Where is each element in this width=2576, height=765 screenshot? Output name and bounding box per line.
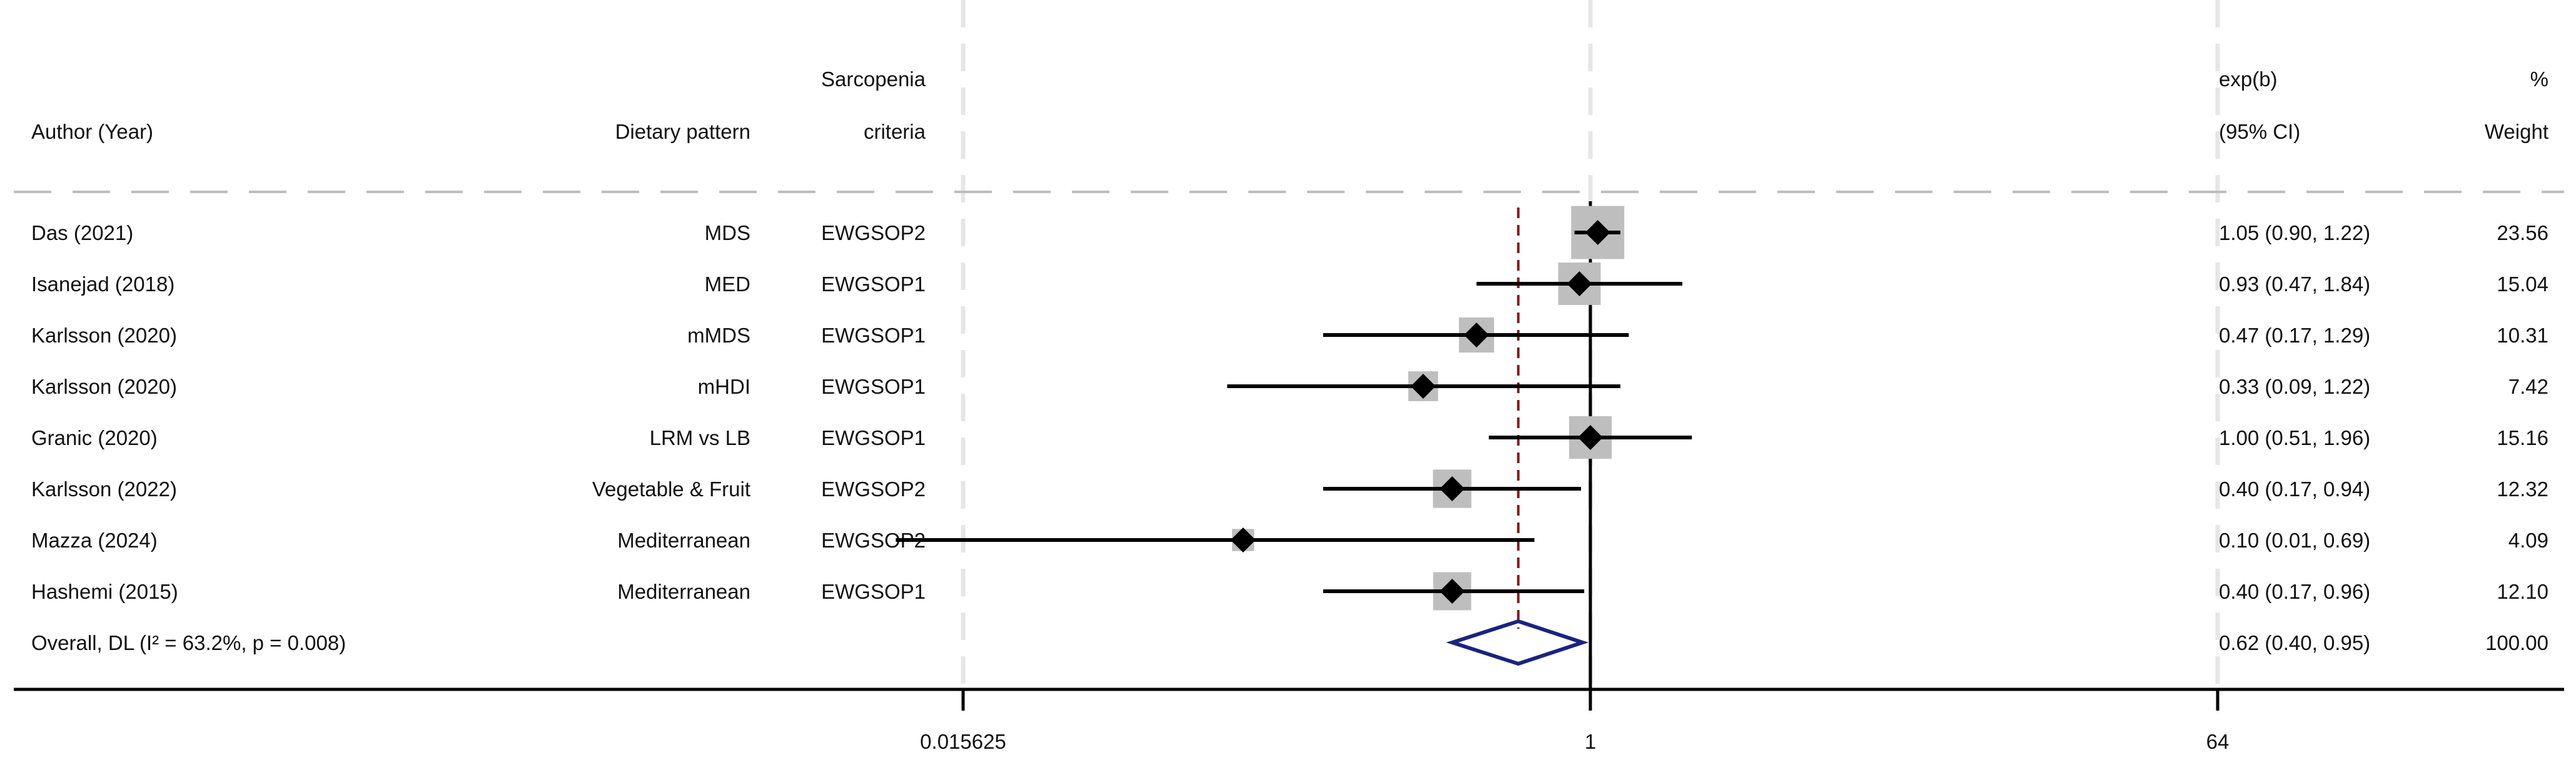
study-weight: 12.32 bbox=[2497, 478, 2548, 501]
study-weight: 7.42 bbox=[2508, 375, 2548, 398]
point-estimate bbox=[1230, 528, 1256, 552]
study-ci: 0.47 (0.17, 1.29) bbox=[2219, 324, 2370, 347]
study-pattern: Mediterranean bbox=[617, 529, 750, 552]
study-ci: 1.00 (0.51, 1.96) bbox=[2219, 426, 2370, 449]
header-ci: (95% CI) bbox=[2219, 120, 2300, 143]
study-pattern: LRM vs LB bbox=[650, 426, 750, 449]
header-dietary-pattern: Dietary pattern bbox=[615, 120, 750, 143]
study-author: Karlsson (2020) bbox=[31, 324, 177, 347]
study-author: Granic (2020) bbox=[31, 426, 158, 449]
study-pattern: MDS bbox=[705, 221, 750, 244]
overall-weight: 100.00 bbox=[2485, 631, 2548, 654]
point-estimate bbox=[1410, 374, 1436, 399]
study-pattern: MED bbox=[705, 272, 750, 296]
study-criteria: EWGSOP1 bbox=[821, 324, 926, 347]
study-author: Mazza (2024) bbox=[31, 529, 158, 552]
study-ci: 0.93 (0.47, 1.84) bbox=[2219, 272, 2370, 296]
study-pattern: Mediterranean bbox=[617, 580, 750, 603]
header-percent: % bbox=[2530, 68, 2548, 91]
point-estimate bbox=[1463, 322, 1489, 348]
x-tick-label: 0.015625 bbox=[920, 730, 1006, 753]
study-ci: 1.05 (0.90, 1.22) bbox=[2219, 221, 2370, 244]
point-estimate bbox=[1440, 476, 1465, 501]
point-estimate bbox=[1585, 220, 1610, 245]
header-criteria: criteria bbox=[864, 120, 926, 143]
study-criteria: EWGSOP2 bbox=[821, 221, 926, 244]
overall-label: Overall, DL (I² = 63.2%, p = 0.008) bbox=[31, 631, 346, 654]
point-estimate bbox=[1578, 425, 1603, 450]
study-pattern: mHDI bbox=[698, 375, 750, 398]
study-weight: 23.56 bbox=[2497, 221, 2548, 244]
x-axis: 0.015625 1 64 bbox=[14, 688, 2564, 753]
study-criteria: EWGSOP1 bbox=[821, 580, 926, 603]
column-headers: Sarcopenia Author (Year) Dietary pattern… bbox=[31, 68, 2548, 143]
x-tick-label: 64 bbox=[2206, 730, 2230, 753]
overall-ci: 0.62 (0.40, 0.95) bbox=[2219, 631, 2370, 654]
grid-lines bbox=[14, 0, 2564, 689]
study-weight: 10.31 bbox=[2497, 324, 2548, 347]
study-author: Karlsson (2020) bbox=[31, 375, 177, 398]
x-tick-label: 1 bbox=[1585, 730, 1596, 753]
study-criteria: EWGSOP1 bbox=[821, 426, 926, 449]
study-pattern: Vegetable & Fruit bbox=[592, 478, 750, 501]
study-author: Karlsson (2022) bbox=[31, 478, 177, 501]
study-criteria: EWGSOP1 bbox=[821, 375, 926, 398]
study-weight: 15.16 bbox=[2497, 426, 2548, 449]
study-author: Das (2021) bbox=[31, 221, 133, 244]
header-effect: exp(b) bbox=[2219, 68, 2278, 91]
study-author: Hashemi (2015) bbox=[31, 580, 178, 603]
study-ci: 0.33 (0.09, 1.22) bbox=[2219, 375, 2370, 398]
study-weight: 15.04 bbox=[2497, 272, 2548, 296]
study-rows: Das (2021) MDS EWGSOP2 1.05 (0.90, 1.22) 23.… bbox=[31, 201, 2548, 689]
point-estimate bbox=[1567, 271, 1592, 296]
study-ci: 0.40 (0.17, 0.96) bbox=[2219, 580, 2370, 603]
point-estimate bbox=[1440, 579, 1465, 604]
study-ci: 0.40 (0.17, 0.94) bbox=[2219, 478, 2370, 501]
study-ci: 0.10 (0.01, 0.69) bbox=[2219, 529, 2370, 552]
study-pattern: mMDS bbox=[687, 324, 750, 347]
header-author: Author (Year) bbox=[31, 120, 153, 143]
study-criteria: EWGSOP2 bbox=[821, 478, 926, 501]
header-weight: Weight bbox=[2485, 120, 2548, 143]
header-sarcopenia: Sarcopenia bbox=[821, 68, 926, 91]
study-weight: 4.09 bbox=[2508, 529, 2548, 552]
overall-diamond bbox=[1446, 619, 1589, 666]
study-criteria: EWGSOP1 bbox=[821, 272, 926, 296]
study-author: Isanejad (2018) bbox=[31, 272, 174, 296]
study-weight: 12.10 bbox=[2497, 580, 2548, 603]
